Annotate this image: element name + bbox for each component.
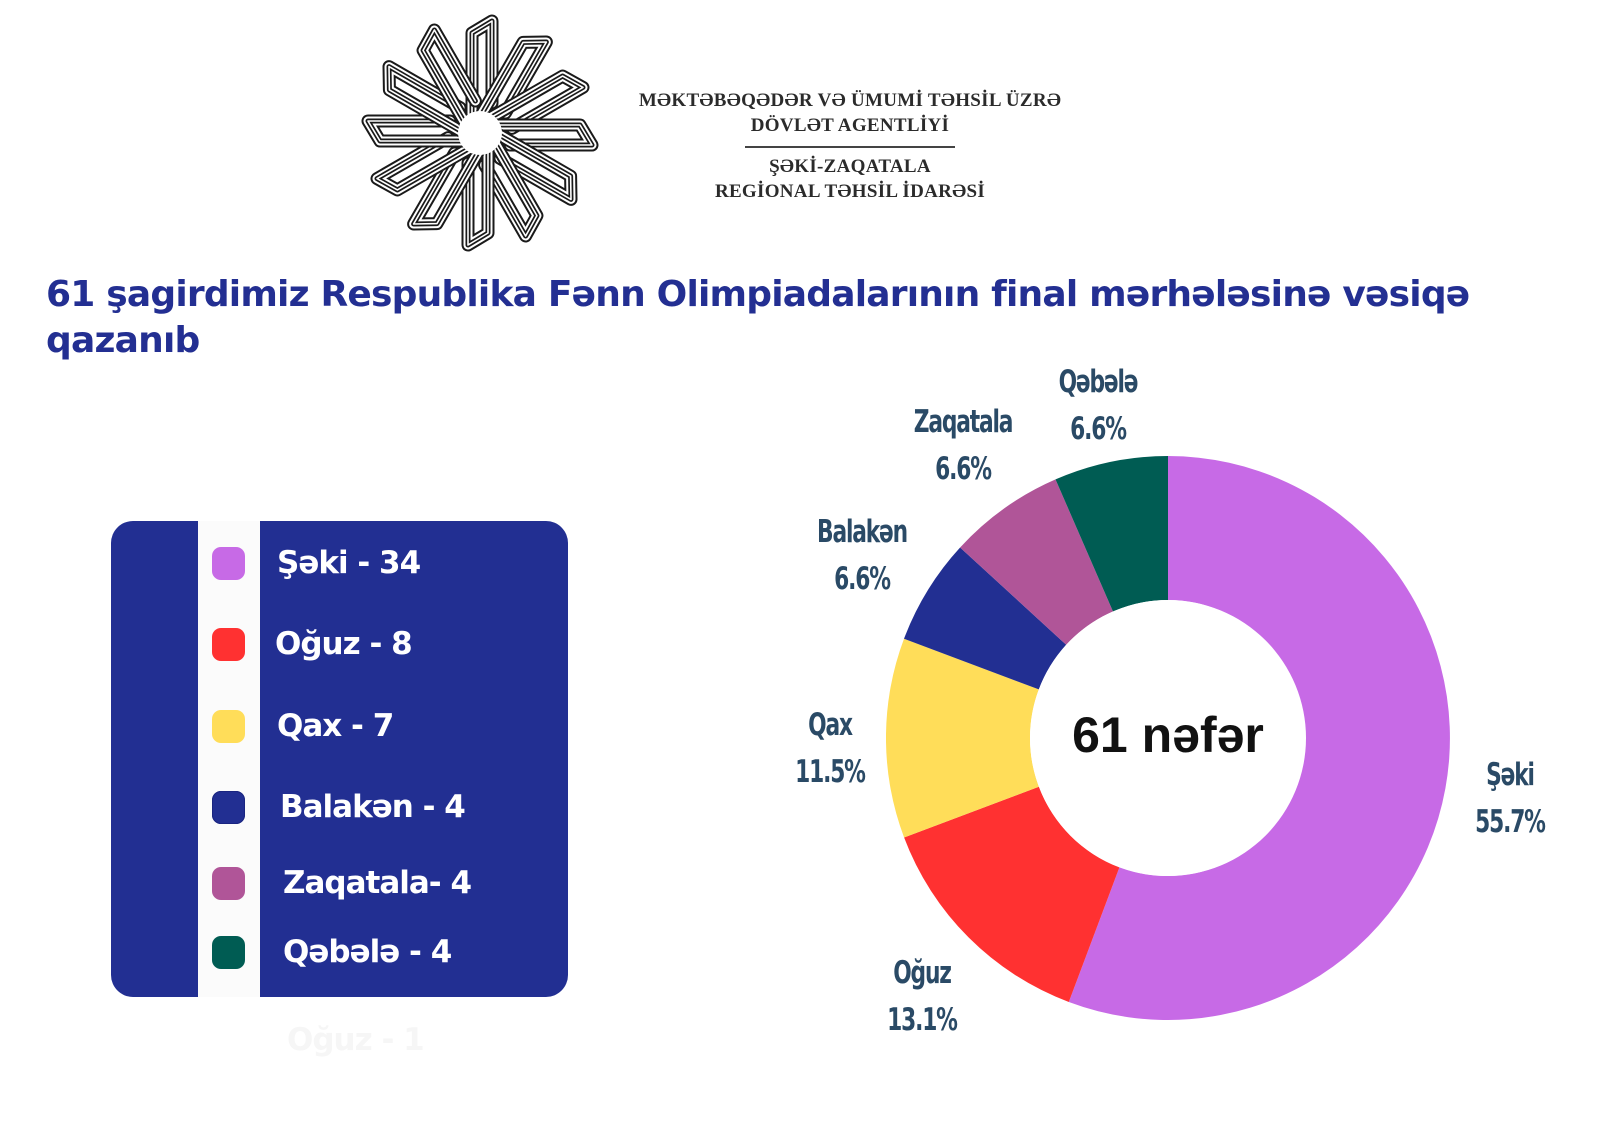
org-line-3: ŞƏKİ-ZAQATALA xyxy=(769,156,931,177)
legend-label: Oğuz - 8 xyxy=(275,626,413,662)
label-name: Balakən xyxy=(817,514,908,550)
interlaced-star-emblem-icon xyxy=(360,14,600,252)
agency-logo xyxy=(360,14,600,252)
org-line-4: REGİONAL TƏHSİL İDARƏSİ xyxy=(714,181,986,202)
legend-item-oguz: Oğuz - 8 xyxy=(111,624,568,664)
label-name: Qəbələ xyxy=(1058,364,1139,400)
data-label-qax: Qax 11.5% xyxy=(775,702,884,796)
label-percent: 11.5% xyxy=(795,754,866,790)
data-label-balaken: Balakən 6.6% xyxy=(796,509,929,603)
swatch-icon xyxy=(212,710,245,743)
data-label-qebele: Qəbələ 6.6% xyxy=(1040,359,1157,453)
label-percent: 6.6% xyxy=(1070,411,1127,447)
legend-item-qax: Qax - 7 xyxy=(111,706,568,746)
org-line-2: DÖVLƏT AGENTLİYİ xyxy=(750,115,950,136)
label-percent: 6.6% xyxy=(834,561,891,597)
legend-item-seki: Şəki - 34 xyxy=(111,543,568,583)
organization-name: MƏKTƏBƏQƏDƏR VƏ ÜMUMİ TƏHSİL ÜZRƏ DÖVLƏT… xyxy=(612,88,1088,204)
org-line-1: MƏKTƏBƏQƏDƏR VƏ ÜMUMİ TƏHSİL ÜZRƏ xyxy=(638,90,1062,111)
swatch-icon xyxy=(212,628,245,661)
label-name: Oğuz xyxy=(893,955,952,991)
swatch-icon xyxy=(212,936,245,969)
donut-segments xyxy=(886,456,1450,1020)
segment-seki xyxy=(1068,456,1450,1020)
legend-item-qebele: Qəbələ - 4 xyxy=(111,932,568,972)
segment-qebele xyxy=(1055,456,1168,612)
page-title: 61 şagirdimiz Respublika Fənn Olimpiadal… xyxy=(46,274,1470,361)
faded-residual-text: Oğuz - 1 xyxy=(287,1022,425,1058)
legend-swatch-strip xyxy=(198,521,260,997)
segment-zaqatala xyxy=(960,479,1113,645)
donut-chart xyxy=(886,456,1450,1020)
label-name: Zaqatala xyxy=(913,404,1014,440)
legend-label: Zaqatala- 4 xyxy=(283,865,472,901)
data-label-oguz: Oğuz 13.1% xyxy=(867,950,976,1044)
legend-item-zaqatala: Zaqatala- 4 xyxy=(111,863,568,903)
swatch-icon xyxy=(212,791,245,824)
segment-oguz xyxy=(904,786,1120,1002)
legend-label: Balakən - 4 xyxy=(280,789,466,825)
legend-label: Şəki - 34 xyxy=(277,545,421,581)
legend-item-balaken: Balakən - 4 xyxy=(111,787,568,827)
label-percent: 6.6% xyxy=(935,451,992,487)
data-label-zaqatala: Zaqatala 6.6% xyxy=(893,399,1033,493)
swatch-icon xyxy=(212,547,245,580)
donut-center-total: 61 nəfər xyxy=(1072,707,1264,763)
label-percent: 13.1% xyxy=(887,1002,958,1038)
label-name: Şəki xyxy=(1486,757,1535,793)
segment-balaken xyxy=(904,547,1067,690)
label-name: Qax xyxy=(808,707,853,743)
legend-label: Qəbələ - 4 xyxy=(283,934,452,970)
swatch-icon xyxy=(212,867,245,900)
legend-card: Şəki - 34 Oğuz - 8 Qax - 7 Balakən - 4 Z… xyxy=(111,521,568,997)
label-percent: 55.7% xyxy=(1475,804,1546,840)
legend-label: Qax - 7 xyxy=(277,708,394,744)
org-divider xyxy=(745,146,955,148)
segment-qax xyxy=(886,638,1039,838)
data-label-seki: Şəki 55.7% xyxy=(1455,752,1564,846)
